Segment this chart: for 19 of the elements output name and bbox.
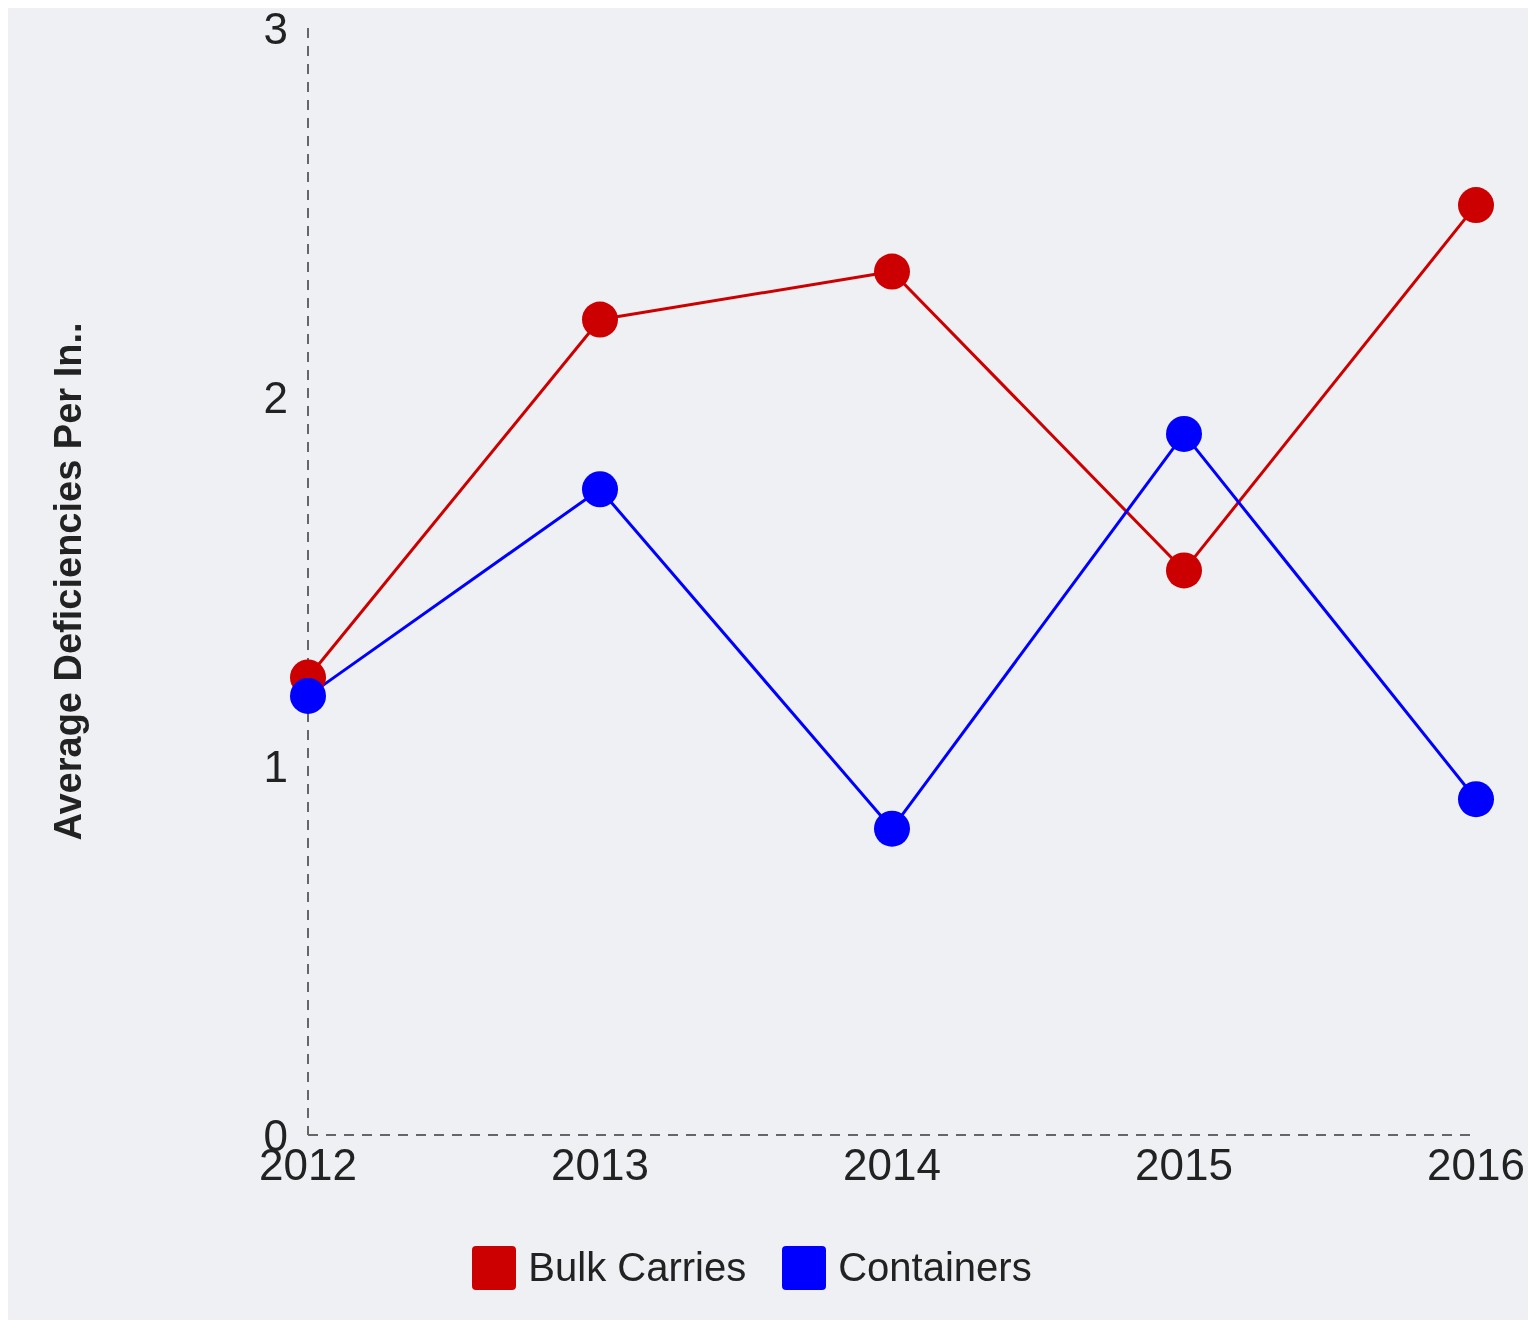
x-tick-label: 2013 xyxy=(551,1140,649,1190)
y-axis-title: Average Deficiencies Per In.. xyxy=(47,322,90,841)
point xyxy=(1166,415,1202,452)
x-tick-label: 2014 xyxy=(843,1140,941,1190)
point xyxy=(1458,187,1494,224)
point xyxy=(1166,552,1202,589)
legend-label: Containers xyxy=(838,1245,1032,1290)
point xyxy=(582,471,618,508)
legend-label: Bulk Carries xyxy=(528,1245,747,1290)
y-tick-label: 3 xyxy=(263,3,288,53)
y-tick-label: 2 xyxy=(263,372,288,422)
x-tick-label: 2016 xyxy=(1427,1140,1525,1190)
point xyxy=(874,253,910,290)
point xyxy=(874,810,910,847)
x-tick-label: 2015 xyxy=(1135,1140,1233,1190)
point xyxy=(582,301,618,338)
point xyxy=(290,677,326,714)
y-tick-label: 1 xyxy=(263,741,288,791)
point xyxy=(1458,781,1494,818)
